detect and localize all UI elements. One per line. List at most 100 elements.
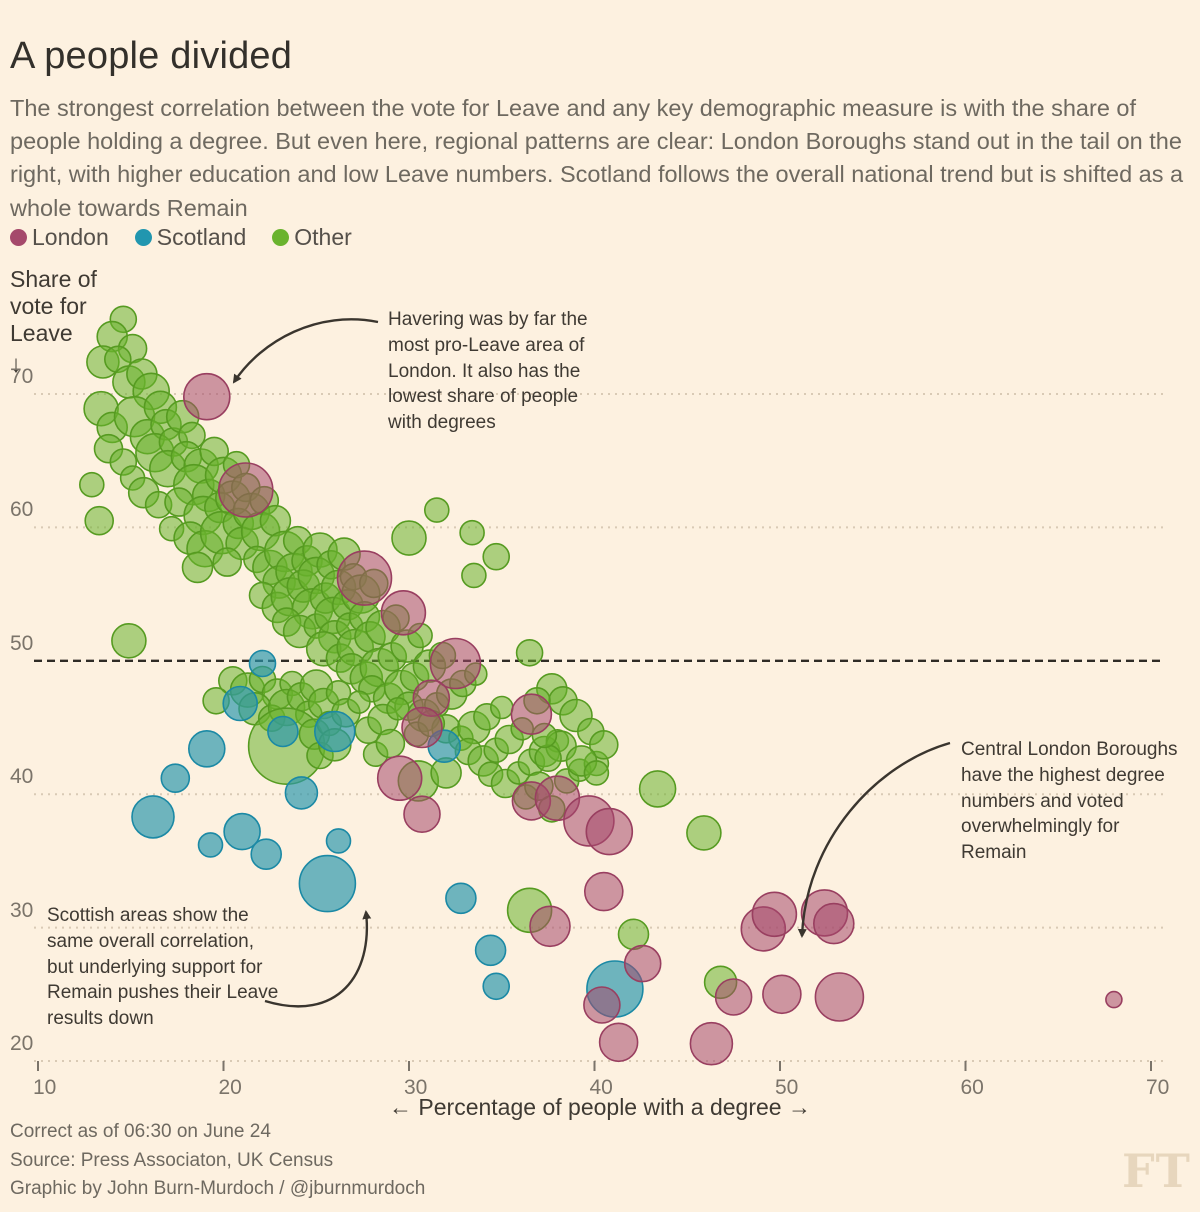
london-bubble	[812, 902, 855, 945]
other-bubble	[79, 471, 105, 498]
page-title: A people divided	[10, 35, 293, 78]
y-tick-label: 30	[10, 898, 34, 922]
other-bubble	[461, 562, 487, 589]
scotland-bubble	[482, 972, 511, 1001]
london-bubble	[714, 978, 753, 1016]
other-legend-dot-icon	[272, 229, 290, 246]
down-arrow-icon: ↓	[10, 351, 22, 379]
other-bubble	[386, 696, 410, 721]
london-bubble	[598, 1022, 639, 1063]
scotland-bubble	[188, 729, 226, 768]
scotland-bubble	[160, 763, 191, 794]
scotland-bubble	[197, 832, 224, 858]
london-legend-dot-icon	[10, 229, 27, 246]
other-bubble	[588, 729, 619, 760]
london-bubble	[510, 693, 553, 736]
london-bubble	[762, 974, 802, 1015]
scotland-bubble	[267, 715, 299, 748]
y-tick-label: 40	[10, 765, 34, 789]
london-bubble	[623, 944, 662, 983]
annotation-scottish: Scottish areas show the same overall cor…	[47, 905, 279, 1030]
scotland-bubble	[325, 828, 352, 854]
other-bubble	[347, 690, 371, 715]
other-bubble	[212, 547, 242, 577]
london-bubble	[380, 589, 427, 636]
other-bubble	[534, 744, 562, 773]
other-bubble	[84, 505, 114, 536]
scotland-bubble	[313, 710, 356, 753]
x-tick-label: 70	[1146, 1076, 1170, 1099]
london-bubble	[814, 972, 865, 1022]
london-bubble	[689, 1021, 734, 1066]
legend-item-scotland: Scotland	[134, 224, 247, 251]
other-bubble	[686, 815, 722, 851]
london-bubble	[429, 637, 482, 690]
y-tick-label: 70	[10, 365, 34, 388]
other-bubble	[482, 542, 511, 571]
scotland-bubble	[284, 776, 319, 810]
scotland-bubble	[250, 838, 283, 871]
annotation-arrow-scottish	[264, 910, 372, 1008]
x-tick-label: 30	[404, 1076, 428, 1099]
legend-label-other: Other	[294, 224, 352, 250]
scotland-bubble	[474, 934, 507, 967]
london-bubble	[336, 550, 393, 606]
other-bubble	[583, 760, 610, 786]
x-tick-label: 40	[589, 1076, 613, 1099]
scotland-bubble	[298, 854, 357, 913]
legend-item-other: Other	[272, 224, 352, 251]
other-bubble	[489, 695, 514, 720]
footer-correct-as-of: Correct as of 06:30 on June 24	[10, 1121, 271, 1142]
london-bubble	[583, 986, 621, 1024]
london-bubble	[751, 891, 798, 938]
annotation-central-london: Central London Boroughs have the highest…	[961, 739, 1178, 864]
other-bubble	[181, 551, 214, 584]
x-tick-label: 20	[218, 1076, 242, 1099]
scotland-bubble	[222, 685, 258, 722]
series-london	[183, 372, 1123, 1066]
legend: London Scotland Other	[10, 224, 352, 251]
x-tick-label: 10	[33, 1076, 57, 1099]
other-bubble	[459, 519, 485, 546]
x-tick-label: 60	[960, 1076, 984, 1099]
scotland-bubble	[223, 812, 261, 851]
annotation-arrow-central-london	[797, 741, 951, 938]
chart-subtitle: The strongest correlation between the vo…	[10, 94, 1184, 221]
annotation-havering: Havering was by far the most pro-Leave a…	[388, 309, 588, 434]
other-bubble	[111, 622, 147, 659]
other-bubble	[423, 497, 450, 523]
x-axis-title: ← Percentage of people with a degree →	[389, 1094, 811, 1120]
london-bubble	[583, 871, 624, 912]
london-bubble	[1105, 990, 1123, 1009]
london-bubble	[585, 807, 634, 856]
london-bubble	[183, 372, 231, 421]
scotland-bubble	[248, 649, 277, 678]
y-tick-label: 20	[10, 1032, 34, 1055]
legend-label-london: London	[32, 224, 109, 250]
other-bubble	[617, 918, 650, 951]
london-bubble	[376, 755, 423, 802]
london-bubble	[403, 795, 441, 834]
footer-source: Source: Press Associaton, UK Census	[10, 1149, 334, 1171]
legend-item-london: London	[10, 224, 109, 251]
london-bubble	[529, 905, 571, 948]
y-tick-label: 50	[10, 631, 34, 655]
scotland-legend-dot-icon	[134, 229, 152, 246]
y-axis-title: Share of vote for Leave ↓	[10, 266, 110, 380]
scotland-bubble	[131, 795, 175, 839]
footer-credit: Graphic by John Burn-Murdoch / @jburnmur…	[10, 1178, 426, 1199]
other-bubble	[638, 770, 677, 808]
scotland-bubble	[445, 882, 477, 915]
ft-logo: FT	[1122, 1144, 1191, 1198]
other-bubble	[515, 638, 544, 667]
y-tick-label: 60	[10, 498, 34, 522]
london-bubble	[218, 462, 274, 518]
london-bubble	[401, 706, 443, 749]
legend-label-scotland: Scotland	[156, 224, 247, 250]
other-bubble	[375, 728, 406, 759]
annotation-arrow-havering	[232, 318, 379, 384]
other-bubble	[391, 520, 427, 556]
x-tick-label: 50	[775, 1076, 799, 1099]
